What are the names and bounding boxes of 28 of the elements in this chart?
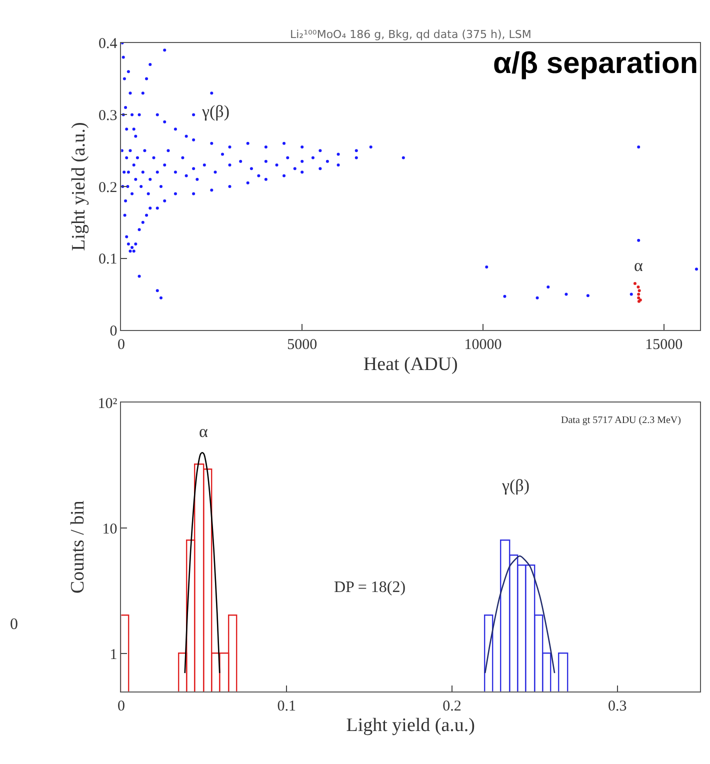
annotation: α	[199, 422, 208, 441]
chart-title: Li₂¹⁰⁰MoO₄ 186 g, Bkg, qd data (375 h), LSM	[290, 28, 532, 41]
x-tick-label: 0.3	[608, 698, 627, 714]
x-tick-label: 5000	[287, 337, 318, 354]
y-tick-label: 0	[110, 323, 118, 340]
x-tick-label: 0.1	[277, 698, 296, 714]
x-axis-title: Heat (ADU)	[363, 354, 458, 375]
x-axis-title: Light yield (a.u.)	[346, 715, 476, 736]
x-tick-label: 15000	[645, 337, 683, 354]
annotation: γ(β)	[201, 102, 230, 121]
line-series	[484, 555, 556, 674]
y-tick-label: 1	[110, 646, 118, 663]
y-axis-title: Counts / bin	[68, 500, 89, 594]
y-tick-label: 0.3	[98, 108, 118, 124]
annotation: DP = 18(2)	[334, 579, 406, 596]
annotation: γ(β)	[501, 476, 530, 495]
y-axis-title: Light yield (a.u.)	[68, 122, 90, 251]
x-tick-label: 10000	[464, 337, 502, 354]
annotation: α	[634, 256, 643, 275]
y-tick-label: 0.4	[98, 36, 118, 52]
annotation: α/β separation	[493, 47, 698, 80]
y-tick-label: 0.2	[98, 180, 118, 196]
y-tick-label: 10	[102, 521, 118, 538]
y-tick-label: 0.1	[98, 252, 118, 268]
text: 0	[10, 616, 18, 633]
y-tick-label: 10²	[98, 396, 118, 412]
x-tick-label: 0.2	[442, 698, 462, 714]
annotation: Data gt 5717 ADU (2.3 MeV)	[561, 415, 681, 426]
